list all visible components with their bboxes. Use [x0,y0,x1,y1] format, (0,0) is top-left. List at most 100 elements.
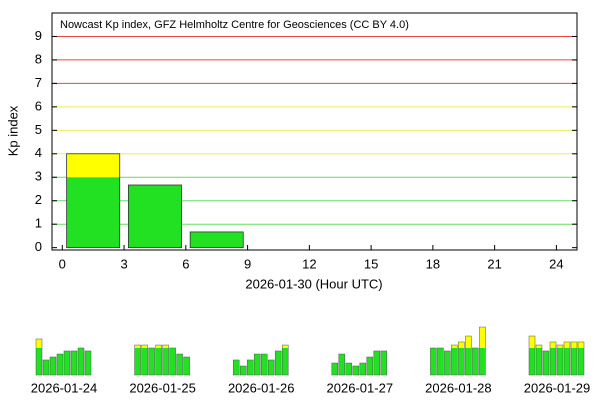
mini-bar-segment [571,341,577,348]
mini-bar [380,350,388,376]
y-tick-label: 7 [35,75,42,90]
mini-bar-segment [141,345,148,348]
mini-bar [134,344,141,376]
mini-bar-segment [550,341,556,348]
mini-bar [35,338,43,376]
x-tick-label: 6 [182,256,189,271]
mini-bar [253,353,261,376]
mini-bar-segment [162,348,169,375]
mini-bar [169,347,176,376]
mini-bar-segment [57,354,63,375]
mini-bar-segment [50,357,56,375]
mini-bar [239,365,247,376]
mini-bar-segment [134,348,141,375]
mini-bar-segment [338,354,345,375]
mini-bar [70,350,78,376]
mini-bar-segment [247,359,254,375]
mini-bar-segment [78,348,84,375]
y-tick-label: 4 [35,145,42,160]
mini-bar-segment [430,348,437,375]
y-tick-label: 3 [35,169,42,184]
mini-bar-segment [366,357,373,375]
mini-bar [141,344,148,376]
mini-bar-segment [155,345,162,348]
mini-bar [479,326,486,376]
x-tick-label: 24 [549,256,563,271]
mini-bar [373,350,381,376]
mini-bar [366,356,374,376]
mini-bar-segment [543,350,549,375]
mini-bar-segment [162,345,169,348]
mini-bar-segment [564,348,570,375]
mini-bar [577,341,585,376]
mini-bar-segment [451,345,458,348]
mini-bar-segment [275,350,282,375]
mini-bar-segment [254,354,261,375]
panel-label: 2026-01-26 [228,380,295,395]
mini-bar-segment [529,336,535,348]
y-axis-label: Kp index [5,105,20,156]
x-tick-label: 3 [120,256,127,271]
mini-bar-segment [571,348,577,375]
mini-bar [155,344,162,376]
mini-bar-segment [176,354,183,375]
mini-bar-segment [479,348,486,375]
mini-bar-segment [550,348,556,375]
panel-label: 2026-01-28 [425,380,492,395]
panel-label: 2026-01-24 [31,380,98,395]
x-tick-label: 0 [59,256,66,271]
bar-segment [128,185,182,248]
mini-bar [162,344,169,376]
mini-bar-segment [282,345,289,348]
bar [189,231,244,249]
y-tick-label: 5 [35,122,42,137]
mini-bar [451,344,458,376]
mini-bar [63,350,71,376]
y-tick-label: 8 [35,51,42,66]
mini-bar [352,365,360,376]
mini-bar-segment [451,348,458,375]
mini-bar [338,353,346,376]
mini-bar [359,362,367,376]
mini-bar [77,347,85,376]
mini-bar [246,359,254,376]
mini-bar [472,347,479,376]
plot-frame [51,12,578,251]
mini-bar [535,344,543,376]
mini-bar-segment [233,359,240,375]
mini-bar-segment [141,348,148,375]
mini-bar [232,359,240,376]
x-tick-label: 9 [244,256,251,271]
panel-label: 2026-01-29 [524,380,591,395]
mini-bar [570,341,578,376]
bar [127,184,182,249]
mini-bar [549,341,557,376]
mini-bar-segment [479,327,486,348]
mini-bar-segment [331,363,338,375]
panel-label: 2026-01-25 [129,380,196,395]
mini-bar-segment [36,348,42,375]
mini-bar-segment [380,350,387,375]
x-tick-label: 15 [364,256,378,271]
mini-bar-segment [472,348,479,375]
mini-bar [444,350,451,376]
mini-bar-segment [373,350,380,375]
mini-bar [437,347,444,376]
mini-bar-segment [85,350,91,375]
x-axis-label: 2026-01-30 (Hour UTC) [245,276,382,291]
mini-bar [84,350,92,376]
mini-bar-segment [564,341,570,348]
mini-bar [465,335,472,376]
bar-segment [66,153,120,178]
mini-bar-segment [71,350,77,375]
mini-bar [49,356,57,376]
mini-bar [42,359,50,376]
mini-bar-segment [359,363,366,375]
mini-bar-segment [148,348,155,375]
mini-bar [148,347,155,376]
mini-bar [260,353,268,376]
mini-bar-segment [529,348,535,375]
mini-bar [430,347,437,376]
